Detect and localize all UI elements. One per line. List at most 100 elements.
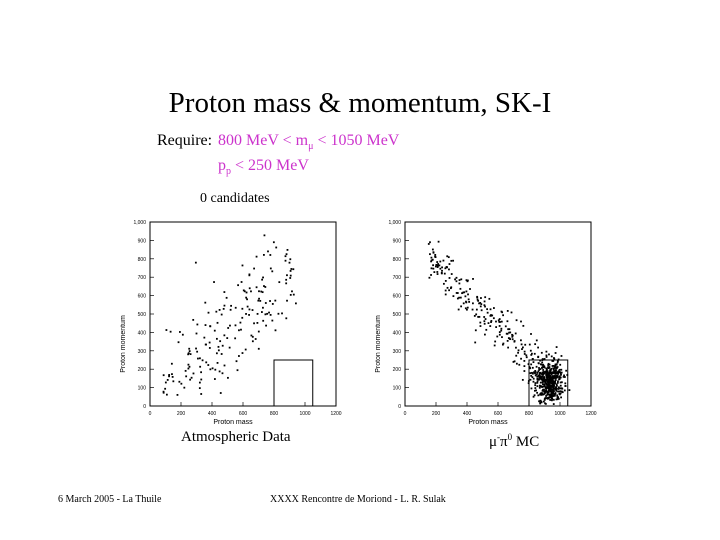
mass-condition: 800 MeV < mμ < 1050 MeV [218,131,399,157]
data-point [448,289,450,292]
data-point [221,372,224,375]
data-point [441,269,443,272]
data-point [538,367,540,369]
data-point [547,362,550,365]
data-point [546,392,549,395]
data-point [460,278,463,281]
y-tick-label: 100 [393,386,402,392]
data-point [278,281,281,284]
data-point [225,296,228,299]
data-point [527,382,530,385]
data-point [546,393,549,396]
data-point [517,351,519,354]
data-point [534,372,536,375]
data-point [213,378,216,380]
data-point [476,298,479,301]
data-point [171,376,174,378]
data-point [555,369,557,372]
data-point [551,381,554,384]
data-point [462,302,465,305]
data-point [566,374,569,376]
data-point [192,318,195,321]
data-point [548,377,551,380]
data-point [506,339,509,342]
data-point [490,321,492,323]
data-point [546,371,548,374]
data-point [554,386,557,389]
data-point [551,394,554,397]
data-point [454,278,456,281]
data-point [245,296,248,299]
data-point [556,381,559,384]
data-point [480,309,483,312]
data-point [200,393,203,395]
data-point [267,250,269,253]
data-point [217,345,220,348]
data-point [431,248,434,251]
data-point [534,369,537,372]
data-point [564,385,567,387]
data-point [539,393,541,396]
data-point [483,320,486,323]
data-point [164,381,167,384]
data-point [538,373,541,376]
data-point [253,322,255,325]
data-point [205,361,208,364]
data-point [547,397,550,400]
data-point [522,324,525,327]
data-point [457,308,460,311]
data-point [214,368,217,371]
data-point [436,265,439,268]
data-point [434,253,437,256]
data-point [548,363,551,366]
data-point [530,354,533,356]
data-point [188,365,191,368]
data-point [459,296,462,299]
data-point [228,346,231,349]
data-point [554,375,557,378]
data-point [541,359,544,361]
data-point [500,327,503,330]
data-point [543,392,546,395]
data-point [555,389,558,392]
data-point [171,373,173,376]
caption-mc-rest: MC [512,434,540,450]
y-tick-label: 300 [138,349,147,355]
data-point [483,316,486,318]
data-point [546,397,549,400]
data-point [492,317,495,320]
data-point [506,320,509,323]
data-point [543,370,545,373]
data-point [531,358,534,360]
y-tick-label: 300 [393,349,402,355]
x-axis-label: Proton mass [213,419,253,426]
data-point [436,273,439,275]
data-point [275,246,278,249]
data-point [528,343,531,346]
data-point [537,362,540,365]
data-point [187,352,190,355]
data-point [548,381,551,384]
data-point [258,297,260,300]
data-point [529,349,532,352]
data-point [250,334,253,337]
x-tick-label: 400 [208,411,217,417]
data-point [545,389,548,392]
data-point [556,375,559,378]
data-point [545,350,548,353]
data-point [541,393,543,396]
data-point [557,370,560,373]
data-point [216,362,219,364]
data-point [203,336,206,339]
data-point [550,379,553,382]
data-point [544,381,547,384]
data-point [542,393,544,396]
data-point [458,282,461,285]
data-point [448,263,451,265]
data-point [428,276,431,279]
data-point [568,389,571,391]
data-point [430,260,432,263]
data-point [556,361,559,364]
data-point [290,268,293,270]
data-point [498,333,501,336]
